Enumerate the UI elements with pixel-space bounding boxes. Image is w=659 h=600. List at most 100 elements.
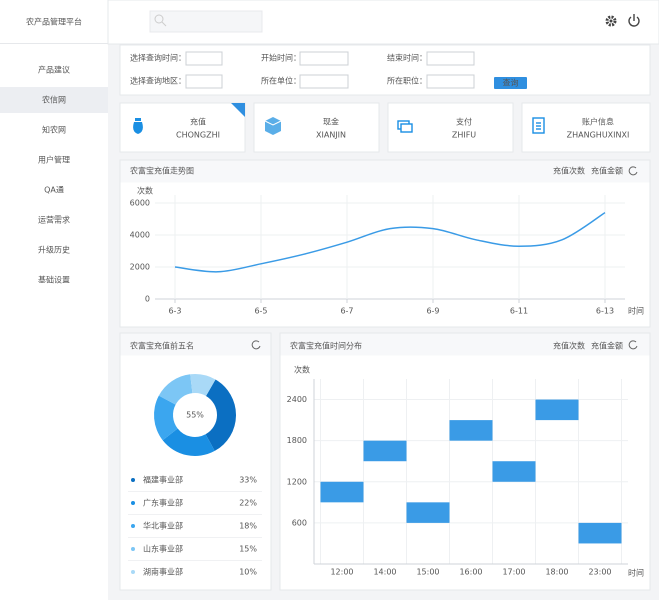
x-axis-label: 时间 [628, 568, 644, 578]
menu-item[interactable]: QA通 [44, 185, 64, 195]
y-tick-label: 1800 [287, 436, 307, 445]
app-title: 农产品管理平台 [26, 17, 82, 27]
range-panel [279, 332, 651, 591]
y-tick-label: 4000 [130, 231, 150, 240]
chart-title: 农富宝充值时间分布 [290, 341, 362, 351]
legend-label: 广东事业部 [143, 498, 183, 508]
panel-header [120, 333, 271, 356]
filter-inputs[interactable] [185, 51, 475, 89]
chart-title: 农富宝充值走势图 [130, 166, 194, 176]
power-icon[interactable] [628, 14, 640, 27]
menu-item[interactable]: 运营需求 [38, 215, 70, 225]
range-bar [535, 399, 579, 421]
center-label: 55% [186, 411, 204, 420]
chart-tab[interactable]: 充值金额 [591, 166, 623, 176]
x-axis-label: 时间 [628, 306, 644, 316]
card-title: 账户信息 [582, 117, 614, 127]
panel-header [280, 333, 650, 356]
chart-title: 农富宝充值前五名 [130, 341, 194, 351]
x-tick-label: 23:00 [588, 568, 611, 577]
range-bar [406, 502, 450, 523]
refresh-icon[interactable] [628, 166, 638, 176]
search-icon [161, 21, 167, 27]
x-tick-label: 18:00 [545, 568, 568, 577]
value-label: 10% [239, 568, 257, 577]
x-tick-label: 6-3 [168, 307, 181, 316]
card-subtitle: CHONGZHI [176, 131, 220, 140]
legend-label: 山东事业部 [143, 544, 183, 554]
donut-segment [190, 373, 216, 396]
y-tick-label: 2400 [287, 395, 307, 404]
filter-label: 开始时间： [261, 53, 301, 63]
x-tick-label: 6-7 [340, 307, 353, 316]
menu-item[interactable]: 农信网 [42, 95, 66, 105]
query-button-label: 查询 [503, 78, 519, 88]
filter-label: 所在职位： [387, 76, 427, 86]
card-icon [397, 120, 413, 133]
x-tick-label: 6-9 [426, 307, 439, 316]
filter-label: 选择查询地区： [130, 76, 186, 86]
menu-item[interactable]: 升级历史 [38, 245, 70, 255]
menu-item[interactable]: 基础设置 [38, 275, 70, 285]
value-label: 15% [239, 545, 257, 554]
legend-dot [131, 524, 135, 528]
y-tick-label: 2000 [130, 263, 150, 272]
donut-segment [162, 428, 215, 456]
card-title: 支付 [456, 117, 472, 127]
card-icon [133, 118, 143, 134]
legend-label: 华北事业部 [143, 521, 183, 531]
card-icon [264, 117, 282, 135]
panel-header [120, 160, 650, 183]
menu-item[interactable]: 知农网 [42, 125, 66, 135]
active-menu-bg [0, 87, 108, 113]
range-bar [320, 481, 364, 503]
value-label: 33% [239, 476, 257, 485]
x-tick-label: 17:00 [502, 568, 525, 577]
refresh-icon[interactable] [251, 340, 261, 350]
card-subtitle: ZHANGHUXINXI [567, 131, 630, 140]
chart-tab[interactable]: 充值次数 [553, 166, 585, 176]
legend-dot [131, 547, 135, 551]
y-tick-label: 1200 [287, 477, 307, 486]
y-axis-label: 次数 [294, 365, 310, 375]
card[interactable] [521, 102, 651, 153]
refresh-icon[interactable] [628, 340, 638, 350]
y-tick-label: 600 [292, 518, 307, 527]
range-bar [449, 420, 493, 441]
card-icon [532, 117, 545, 134]
card-subtitle: XIANJIN [316, 131, 346, 140]
donut-segment [205, 379, 236, 451]
x-tick-label: 12:00 [330, 568, 353, 577]
y-axis-label: 次数 [137, 186, 153, 196]
search-box[interactable] [149, 10, 263, 33]
legend-label: 福建事业部 [143, 475, 183, 485]
filter-label: 所在单位： [261, 76, 301, 86]
value-label: 22% [239, 499, 257, 508]
chart-tab[interactable]: 充值金额 [591, 341, 623, 351]
card-title: 现金 [323, 117, 339, 127]
y-tick-label: 6000 [130, 199, 150, 208]
value-label: 18% [239, 522, 257, 531]
divider [0, 43, 108, 44]
chart-tab[interactable]: 充值次数 [553, 341, 585, 351]
filter-label: 选择查询时间： [130, 53, 186, 63]
legend-dot [131, 478, 135, 482]
menu-item[interactable]: 用户管理 [38, 155, 70, 165]
legend-label: 湖南事业部 [143, 567, 183, 577]
card-title: 充值 [190, 117, 206, 127]
query-button[interactable] [494, 77, 527, 89]
line-series [174, 211, 606, 273]
x-tick-label: 15:00 [416, 568, 439, 577]
card-corner [231, 103, 245, 117]
range-bar [492, 461, 536, 482]
x-tick-label: 16:00 [459, 568, 482, 577]
x-tick-label: 6-11 [510, 307, 528, 316]
legend-dot [131, 501, 135, 505]
card-subtitle: ZHIFU [452, 131, 476, 140]
settings-icon[interactable] [605, 15, 617, 27]
menu-item[interactable]: 产品建议 [38, 65, 70, 75]
filter-label: 结束时间： [387, 53, 427, 63]
x-tick-label: 14:00 [373, 568, 396, 577]
donut-segment [154, 395, 178, 441]
